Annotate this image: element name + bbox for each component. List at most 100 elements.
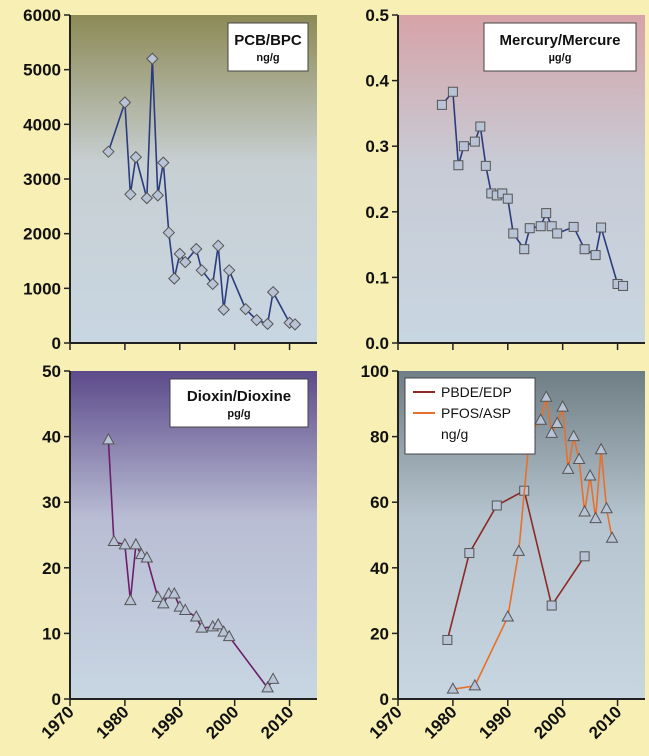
data-point bbox=[497, 188, 508, 199]
y-tick-label: 6000 bbox=[23, 6, 61, 25]
data-point bbox=[464, 548, 475, 559]
data-point bbox=[534, 413, 548, 425]
data-point bbox=[600, 501, 613, 514]
data-point bbox=[222, 629, 236, 642]
x-tick-label: 1980 bbox=[93, 702, 133, 742]
data-point bbox=[266, 672, 280, 684]
x-tick-label: 1970 bbox=[366, 702, 406, 742]
legend-entry: PBDE/EDP bbox=[441, 384, 512, 400]
y-tick-label: 0 bbox=[52, 690, 61, 709]
data-point bbox=[179, 255, 192, 269]
data-point bbox=[140, 550, 154, 563]
data-point bbox=[583, 468, 597, 481]
y-tick-label: 100 bbox=[361, 362, 389, 381]
data-point bbox=[102, 432, 115, 445]
data-point bbox=[250, 313, 263, 327]
chart-panel-4: 0 20 40 60 80 100 1970 1980 1990 2000 2010 PBDE/EDP… bbox=[361, 362, 645, 743]
data-point bbox=[140, 191, 154, 205]
y-tick-label: 60 bbox=[370, 493, 389, 512]
data-point bbox=[556, 400, 570, 412]
data-point bbox=[118, 96, 132, 109]
data-point bbox=[468, 678, 482, 691]
y-tick-label: 0.3 bbox=[365, 137, 389, 156]
chart-title: Dioxin/Dioxine bbox=[187, 388, 291, 405]
data-point bbox=[567, 429, 580, 442]
y-tick-label: 2000 bbox=[23, 225, 61, 244]
data-point bbox=[524, 223, 535, 234]
label-box bbox=[227, 22, 309, 72]
x-tick-label: 1970 bbox=[38, 702, 78, 742]
y-tick-label: 3000 bbox=[23, 170, 61, 189]
unit-label: ng/g bbox=[441, 426, 468, 442]
y-tick-label: 5000 bbox=[23, 61, 61, 80]
legend-entry: PFOS/ASP bbox=[441, 405, 511, 421]
data-point bbox=[480, 160, 491, 171]
data-point bbox=[206, 277, 219, 291]
data-point bbox=[168, 272, 181, 285]
data-point bbox=[129, 150, 143, 164]
data-point bbox=[442, 634, 453, 645]
y-tick-label: 30 bbox=[42, 493, 61, 512]
y-tick-label: 40 bbox=[42, 428, 61, 447]
legend-box bbox=[404, 377, 536, 455]
y-tick-label: 0 bbox=[380, 690, 389, 709]
data-point bbox=[102, 145, 115, 158]
data-point bbox=[190, 242, 203, 256]
data-point bbox=[541, 208, 552, 219]
data-point bbox=[458, 141, 469, 152]
data-point bbox=[436, 99, 447, 110]
data-point bbox=[146, 52, 159, 65]
data-point bbox=[107, 534, 121, 547]
data-point bbox=[151, 189, 165, 202]
data-point bbox=[189, 609, 203, 622]
data-point bbox=[217, 303, 230, 316]
data-point bbox=[579, 551, 590, 562]
data-point bbox=[446, 682, 460, 694]
data-point bbox=[447, 86, 458, 97]
data-point bbox=[594, 442, 608, 455]
y-tick-label: 4000 bbox=[23, 115, 61, 134]
data-point bbox=[239, 302, 252, 316]
data-point bbox=[469, 136, 480, 147]
y-tick-label: 0.2 bbox=[365, 203, 389, 222]
data-point bbox=[545, 426, 559, 438]
y-tick-label: 40 bbox=[370, 559, 389, 578]
data-point bbox=[568, 221, 579, 232]
data-point bbox=[222, 264, 236, 277]
data-point bbox=[261, 317, 274, 331]
x-tick-label: 2010 bbox=[585, 702, 625, 742]
x-tick-label: 1990 bbox=[475, 702, 515, 742]
data-point bbox=[596, 222, 607, 233]
data-point bbox=[605, 531, 619, 543]
data-point bbox=[501, 609, 515, 622]
data-point bbox=[578, 505, 591, 517]
y-tick-label: 10 bbox=[42, 624, 61, 643]
data-point bbox=[589, 511, 602, 524]
unit-label: ng/g bbox=[256, 52, 279, 64]
unit-label: µg/g bbox=[549, 52, 572, 64]
data-point bbox=[535, 221, 546, 232]
data-point bbox=[266, 285, 280, 299]
data-point bbox=[572, 452, 586, 465]
data-point bbox=[157, 156, 170, 169]
data-point bbox=[261, 680, 274, 693]
chart-title: Mercury/Mercure bbox=[500, 32, 621, 49]
data-point bbox=[550, 416, 564, 428]
data-point bbox=[129, 537, 143, 550]
x-tick-label: 2000 bbox=[202, 702, 242, 742]
data-point bbox=[151, 590, 165, 602]
chart-panel-2: 0.0 0.1 0.2 0.3 0.4 0.5 Mercury/Mercure µg/g bbox=[365, 6, 645, 353]
data-point bbox=[579, 244, 590, 255]
y-tick-label: 20 bbox=[42, 559, 61, 578]
data-point bbox=[288, 318, 302, 331]
data-point bbox=[512, 544, 526, 556]
label-box bbox=[483, 22, 637, 72]
data-point bbox=[491, 500, 502, 511]
data-point bbox=[195, 621, 209, 633]
data-point bbox=[195, 264, 208, 277]
data-point bbox=[124, 188, 137, 201]
chart-panel-3: 0 10 20 30 40 50 1970 1980 1990 2000 2010 Dioxin/Di… bbox=[38, 362, 317, 743]
data-point bbox=[211, 617, 225, 630]
data-point bbox=[156, 596, 170, 609]
chart-title: PCB/BPC bbox=[234, 32, 302, 49]
